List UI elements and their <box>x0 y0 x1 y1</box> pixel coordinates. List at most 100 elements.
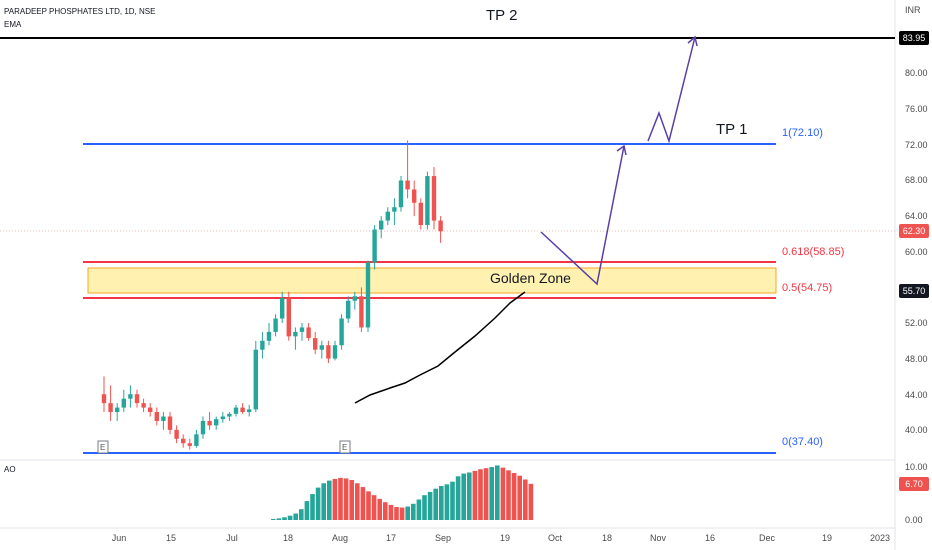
ao-bar <box>523 479 528 520</box>
candle-body <box>266 331 272 341</box>
event-marker-label: E <box>100 443 106 452</box>
candle-body <box>181 438 186 444</box>
candle-body <box>253 349 258 410</box>
candle-body <box>405 180 410 190</box>
candle-body <box>108 403 113 413</box>
candle-body <box>319 345 324 350</box>
candle-body <box>412 189 417 203</box>
ema-price-tag: 55.70 <box>899 284 929 298</box>
date-tick: Dec <box>758 533 776 543</box>
candle-body <box>385 211 390 221</box>
date-tick: 18 <box>282 533 294 543</box>
price-tick: 80.00 <box>905 68 928 78</box>
candle-body <box>359 296 364 328</box>
ao-bar <box>355 483 360 520</box>
candle-body <box>128 394 133 399</box>
ao-bar <box>304 501 310 520</box>
golden-zone-box[interactable] <box>87 267 777 294</box>
candle-body <box>200 420 206 435</box>
candle-body <box>273 318 278 332</box>
ao-bar <box>360 487 366 520</box>
ao-bar <box>271 518 276 520</box>
candle-body <box>418 202 423 226</box>
ao-tick: 0.00 <box>905 515 923 525</box>
ao-histogram <box>271 465 534 520</box>
price-tick: 48.00 <box>905 354 928 364</box>
price-tick: 76.00 <box>905 104 928 114</box>
date-tick: 19 <box>499 533 511 543</box>
ao-bar <box>371 495 377 520</box>
golden-zone-label[interactable]: Golden Zone <box>490 270 571 286</box>
price-tick: 68.00 <box>905 175 928 185</box>
symbol-title[interactable]: PARADEEP PHOSPHATES LTD, 1D, NSE <box>4 7 156 16</box>
ao-label[interactable]: AO <box>4 465 16 474</box>
candle-body <box>280 298 285 319</box>
date-tick: 16 <box>704 533 716 543</box>
tp1-label[interactable]: TP 1 <box>716 121 748 138</box>
candle-body <box>154 412 159 421</box>
ao-bar <box>489 467 494 520</box>
candle-body <box>352 296 357 301</box>
indicator-label[interactable]: EMA <box>4 20 22 29</box>
tp2-price-tag: 83.95 <box>899 31 929 45</box>
date-tick: 2023 <box>869 533 891 543</box>
ao-bar <box>433 488 438 520</box>
ao-bar <box>299 509 304 520</box>
ao-bar <box>411 503 416 520</box>
ao-bar <box>343 478 349 520</box>
tp2-label[interactable]: TP 2 <box>486 7 518 24</box>
candle-body <box>365 262 371 328</box>
price-tick: 64.00 <box>905 211 928 221</box>
ao-bar <box>528 483 534 520</box>
price-tick: 40.00 <box>905 425 928 435</box>
date-tick: 15 <box>165 533 177 543</box>
ao-bar <box>472 470 478 520</box>
candle-body <box>121 398 126 408</box>
ao-value-tag: 6.70 <box>899 477 929 491</box>
candle-body <box>425 176 430 226</box>
candle-body <box>326 345 331 359</box>
ao-bar <box>388 504 394 520</box>
price-tick: 44.00 <box>905 390 928 400</box>
ao-bar <box>287 515 293 520</box>
candle-body <box>299 327 305 332</box>
candle-body <box>339 318 344 346</box>
event-marker-icon[interactable] <box>97 440 109 454</box>
event-marker-icon[interactable] <box>339 440 351 454</box>
price-tick: 52.00 <box>905 318 928 328</box>
ao-bar <box>511 473 517 520</box>
date-tick: 17 <box>385 533 397 543</box>
fib-1-label: 1(72.10) <box>782 127 823 139</box>
projection-arrow-1[interactable] <box>540 145 625 286</box>
ao-bar <box>416 499 422 520</box>
ema-line <box>354 291 526 404</box>
date-tick: Oct <box>547 533 563 543</box>
candlestick-series <box>101 140 443 450</box>
candle-body <box>247 409 252 413</box>
candle-body <box>306 327 311 339</box>
ao-bar <box>399 507 405 520</box>
candle-body <box>392 207 397 212</box>
ao-bar <box>349 480 354 520</box>
date-tick: 19 <box>821 533 833 543</box>
ao-bar <box>377 498 382 520</box>
ao-bar <box>338 477 343 520</box>
fib-0-label: 0(37.40) <box>782 436 823 448</box>
projection-arrow-2[interactable] <box>647 36 696 144</box>
candle-body <box>293 331 298 337</box>
candle-body <box>286 298 291 337</box>
fib-05-label: 0.5(54.75) <box>782 282 833 294</box>
candle-body <box>141 403 146 408</box>
ao-bar <box>293 513 298 520</box>
ao-bar <box>332 478 338 520</box>
date-tick: 18 <box>601 533 613 543</box>
ao-bar <box>327 480 332 520</box>
candle-body <box>207 420 212 426</box>
ao-tick: 10.00 <box>905 462 928 472</box>
ao-bar <box>276 518 282 520</box>
ao-bar <box>495 465 500 520</box>
candle-body <box>379 220 384 230</box>
candle-body <box>101 394 107 404</box>
fib-0618-label: 0.618(58.85) <box>782 246 845 258</box>
